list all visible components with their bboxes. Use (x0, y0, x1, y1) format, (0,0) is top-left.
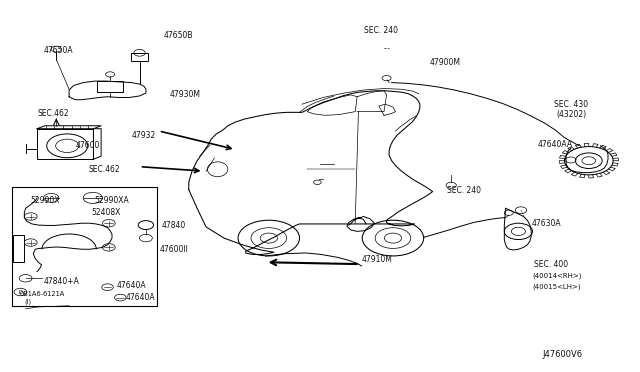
Bar (37, 129, 93, 159)
Text: SEC. 240: SEC. 240 (364, 26, 397, 35)
Text: 47640A: 47640A (125, 293, 155, 302)
Text: (43202): (43202) (557, 110, 587, 119)
Text: (40015<LH>): (40015<LH>) (532, 283, 581, 290)
Text: 52408X: 52408X (91, 208, 120, 217)
Text: 52990X: 52990X (31, 196, 60, 205)
Text: 47930M: 47930M (170, 90, 200, 99)
Bar (12, 187, 157, 306)
Text: 47910M: 47910M (362, 255, 392, 264)
Text: (40014<RH>): (40014<RH>) (532, 273, 582, 279)
Text: SEC. 240: SEC. 240 (447, 186, 481, 195)
Text: 0B1A6-6121A: 0B1A6-6121A (19, 291, 65, 297)
Text: SEC. 400: SEC. 400 (534, 260, 568, 269)
Bar (97, 81, 123, 92)
Text: SEC.462: SEC.462 (88, 165, 120, 174)
Text: SEC. 430: SEC. 430 (554, 100, 588, 109)
Text: 47600II: 47600II (160, 245, 189, 254)
Text: 47840+A: 47840+A (44, 278, 79, 286)
Text: 47630A: 47630A (531, 219, 561, 228)
Bar (13, 235, 24, 262)
Text: 47640A: 47640A (116, 281, 146, 290)
Text: 47900M: 47900M (430, 58, 461, 67)
Text: 52990XA: 52990XA (95, 196, 129, 205)
Bar (131, 53, 148, 61)
Text: 47932: 47932 (131, 131, 156, 140)
Text: SEC.462: SEC.462 (37, 109, 68, 118)
Text: 47600: 47600 (76, 141, 100, 150)
Text: 47840: 47840 (161, 221, 186, 230)
Text: 47640AA: 47640AA (538, 140, 573, 149)
Text: 47650A: 47650A (44, 46, 73, 55)
Text: D: D (19, 289, 22, 295)
Text: J47600V6: J47600V6 (543, 350, 583, 359)
Text: 47650B: 47650B (163, 31, 193, 40)
Text: (I): (I) (24, 299, 31, 305)
